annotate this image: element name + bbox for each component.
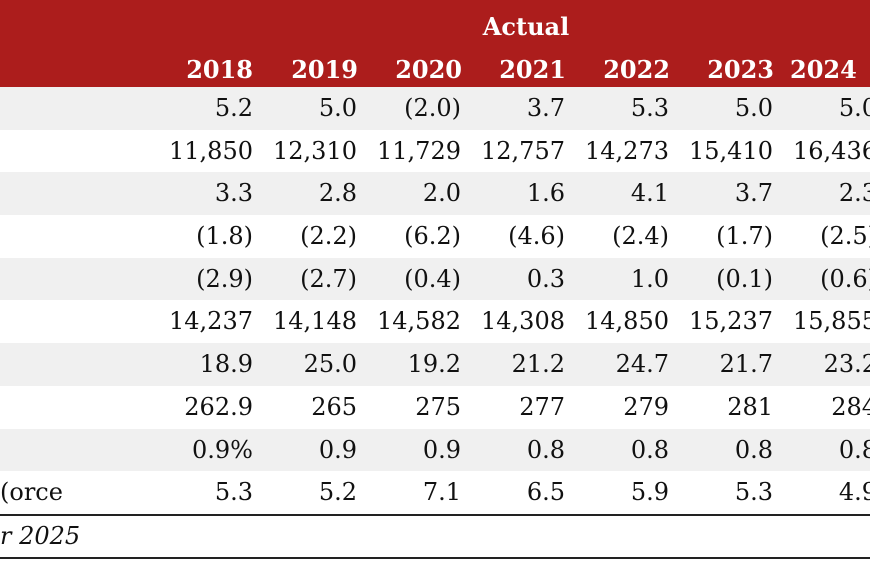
table-cell: 14,237 <box>169 307 253 336</box>
table-cell: (0.4) <box>404 264 461 293</box>
table-cell: 18.9 <box>199 350 253 379</box>
table-cell: 21.2 <box>511 350 565 379</box>
table-cell: 3.7 <box>526 94 565 122</box>
year-header: 2022 <box>603 55 670 84</box>
table-cell: 265 <box>311 392 357 421</box>
table-cell: 21.7 <box>719 350 773 379</box>
table-cell: 11,850 <box>169 136 253 165</box>
table-row: orce) 5.3 5.2 7.1 6.5 5.9 5.3 4.9 <box>0 471 870 514</box>
table-cell: 15,855 <box>793 307 870 336</box>
table-cell: 277 <box>519 392 565 421</box>
table-cell: 4.1 <box>630 179 669 208</box>
table-cell: 1.6 <box>526 179 565 208</box>
table-cell: 12,310 <box>273 136 357 165</box>
table-cell: 2.0 <box>422 179 461 208</box>
table-cell: 12,757 <box>481 136 565 165</box>
table-cell: 4.9 <box>838 478 870 507</box>
table-cell: 15,237 <box>689 307 773 336</box>
table-cell: 15,410 <box>689 136 773 165</box>
table-row: (2.9) (2.7) (0.4) 0.3 1.0 (0.1) (0.6) <box>0 257 870 301</box>
table-cell: 0.8 <box>526 435 565 464</box>
table-cell: 11,729 <box>377 136 461 165</box>
table-footnote: r 2025 <box>0 522 81 550</box>
row-label: orce) <box>0 478 63 507</box>
table-row: 3.3 2.8 2.0 1.6 4.1 3.7 2.3 <box>0 172 870 216</box>
table-cell: 0.8 <box>734 435 773 464</box>
table-cell: 0.9 <box>422 435 461 464</box>
table-cell: 262.9 <box>184 392 253 421</box>
table-cell: 2.8 <box>318 179 357 208</box>
table-row: 11,850 12,310 11,729 12,757 14,273 15,410 16,4… <box>0 130 870 173</box>
table-cell: 5.2 <box>214 94 253 122</box>
table-cell: 14,582 <box>377 307 461 336</box>
table-cell: 3.3 <box>214 179 253 208</box>
year-header: 2024 <box>790 55 857 84</box>
table-cell: 7.1 <box>422 478 461 507</box>
table-cell: 5.3 <box>214 478 253 507</box>
table-cell: (4.6) <box>508 222 565 251</box>
table-cell: 14,148 <box>273 307 357 336</box>
table-row: 5.2 5.0 (2.0) 3.7 5.3 5.0 5.0 <box>0 87 870 130</box>
table-cell: (1.7) <box>716 222 773 251</box>
table-cell: (2.5) <box>820 222 870 251</box>
table-cell: 0.9 <box>318 435 357 464</box>
table-cell: 5.3 <box>630 94 669 122</box>
table-cell: (0.6) <box>820 264 870 293</box>
table-cell: 0.3 <box>526 264 565 293</box>
table-cell: (2.4) <box>612 222 669 251</box>
table-cell: (2.9) <box>196 264 253 293</box>
table-cell: 14,273 <box>585 136 669 165</box>
table-cell: 5.0 <box>318 94 357 122</box>
table-cell: (2.7) <box>300 264 357 293</box>
table-body: 5.2 5.0 (2.0) 3.7 5.3 5.0 5.0 11,850 12,310 11,72… <box>0 87 870 514</box>
table-cell: 24.7 <box>615 350 669 379</box>
table-row: 18.9 25.0 19.2 21.2 24.7 21.7 23.2 <box>0 343 870 386</box>
table-cell: 281 <box>727 392 773 421</box>
table-row: 14,237 14,148 14,582 14,308 14,850 15,237 15,8… <box>0 300 870 343</box>
table-cell: 0.9% <box>192 435 253 464</box>
table-cell: 5.3 <box>734 478 773 507</box>
table-cell: 16,436 <box>793 136 870 165</box>
table-cell: 279 <box>623 392 669 421</box>
table-cell: 5.2 <box>318 478 357 507</box>
table-row: 0.9% 0.9 0.9 0.8 0.8 0.8 0.8 <box>0 428 870 472</box>
year-header: 2021 <box>499 55 566 84</box>
table-cell: 25.0 <box>303 350 357 379</box>
table-header: Actual 2018 2019 2020 2021 2022 2023 202… <box>0 0 870 87</box>
table-cell: (2.2) <box>300 222 357 251</box>
table-cell: 1.0 <box>630 264 669 293</box>
table-row: (1.8) (2.2) (6.2) (4.6) (2.4) (1.7) (2.5) <box>0 215 870 258</box>
column-group-label: Actual <box>482 12 570 41</box>
year-header: 2023 <box>707 55 774 84</box>
table-cell: (6.2) <box>404 222 461 251</box>
year-header: 2020 <box>395 55 462 84</box>
table-cell: 2.3 <box>838 179 870 208</box>
table-cell: 14,850 <box>585 307 669 336</box>
table-cell: 275 <box>415 392 461 421</box>
table-cell: 284 <box>831 392 870 421</box>
table-bottom-rule <box>0 514 870 516</box>
table-cell: 0.8 <box>838 435 870 464</box>
table-cell: 5.9 <box>630 478 669 507</box>
table-cell: 6.5 <box>526 478 565 507</box>
table-cell: 5.0 <box>734 94 773 122</box>
year-header: 2019 <box>291 55 358 84</box>
table-cell: (2.0) <box>404 94 461 122</box>
table-cell: 5.0 <box>838 94 870 122</box>
table-cell: 23.2 <box>823 350 870 379</box>
table-row: 262.9 265 275 277 279 281 284 <box>0 386 870 429</box>
table-cell: 19.2 <box>407 350 461 379</box>
table-cell: 14,308 <box>481 307 565 336</box>
table-cell: (0.1) <box>716 264 773 293</box>
table-cell: (1.8) <box>196 222 253 251</box>
table-cell: 3.7 <box>734 179 773 208</box>
footnote-rule <box>0 557 870 559</box>
year-header: 2018 <box>186 55 253 84</box>
table-cell: 0.8 <box>630 435 669 464</box>
